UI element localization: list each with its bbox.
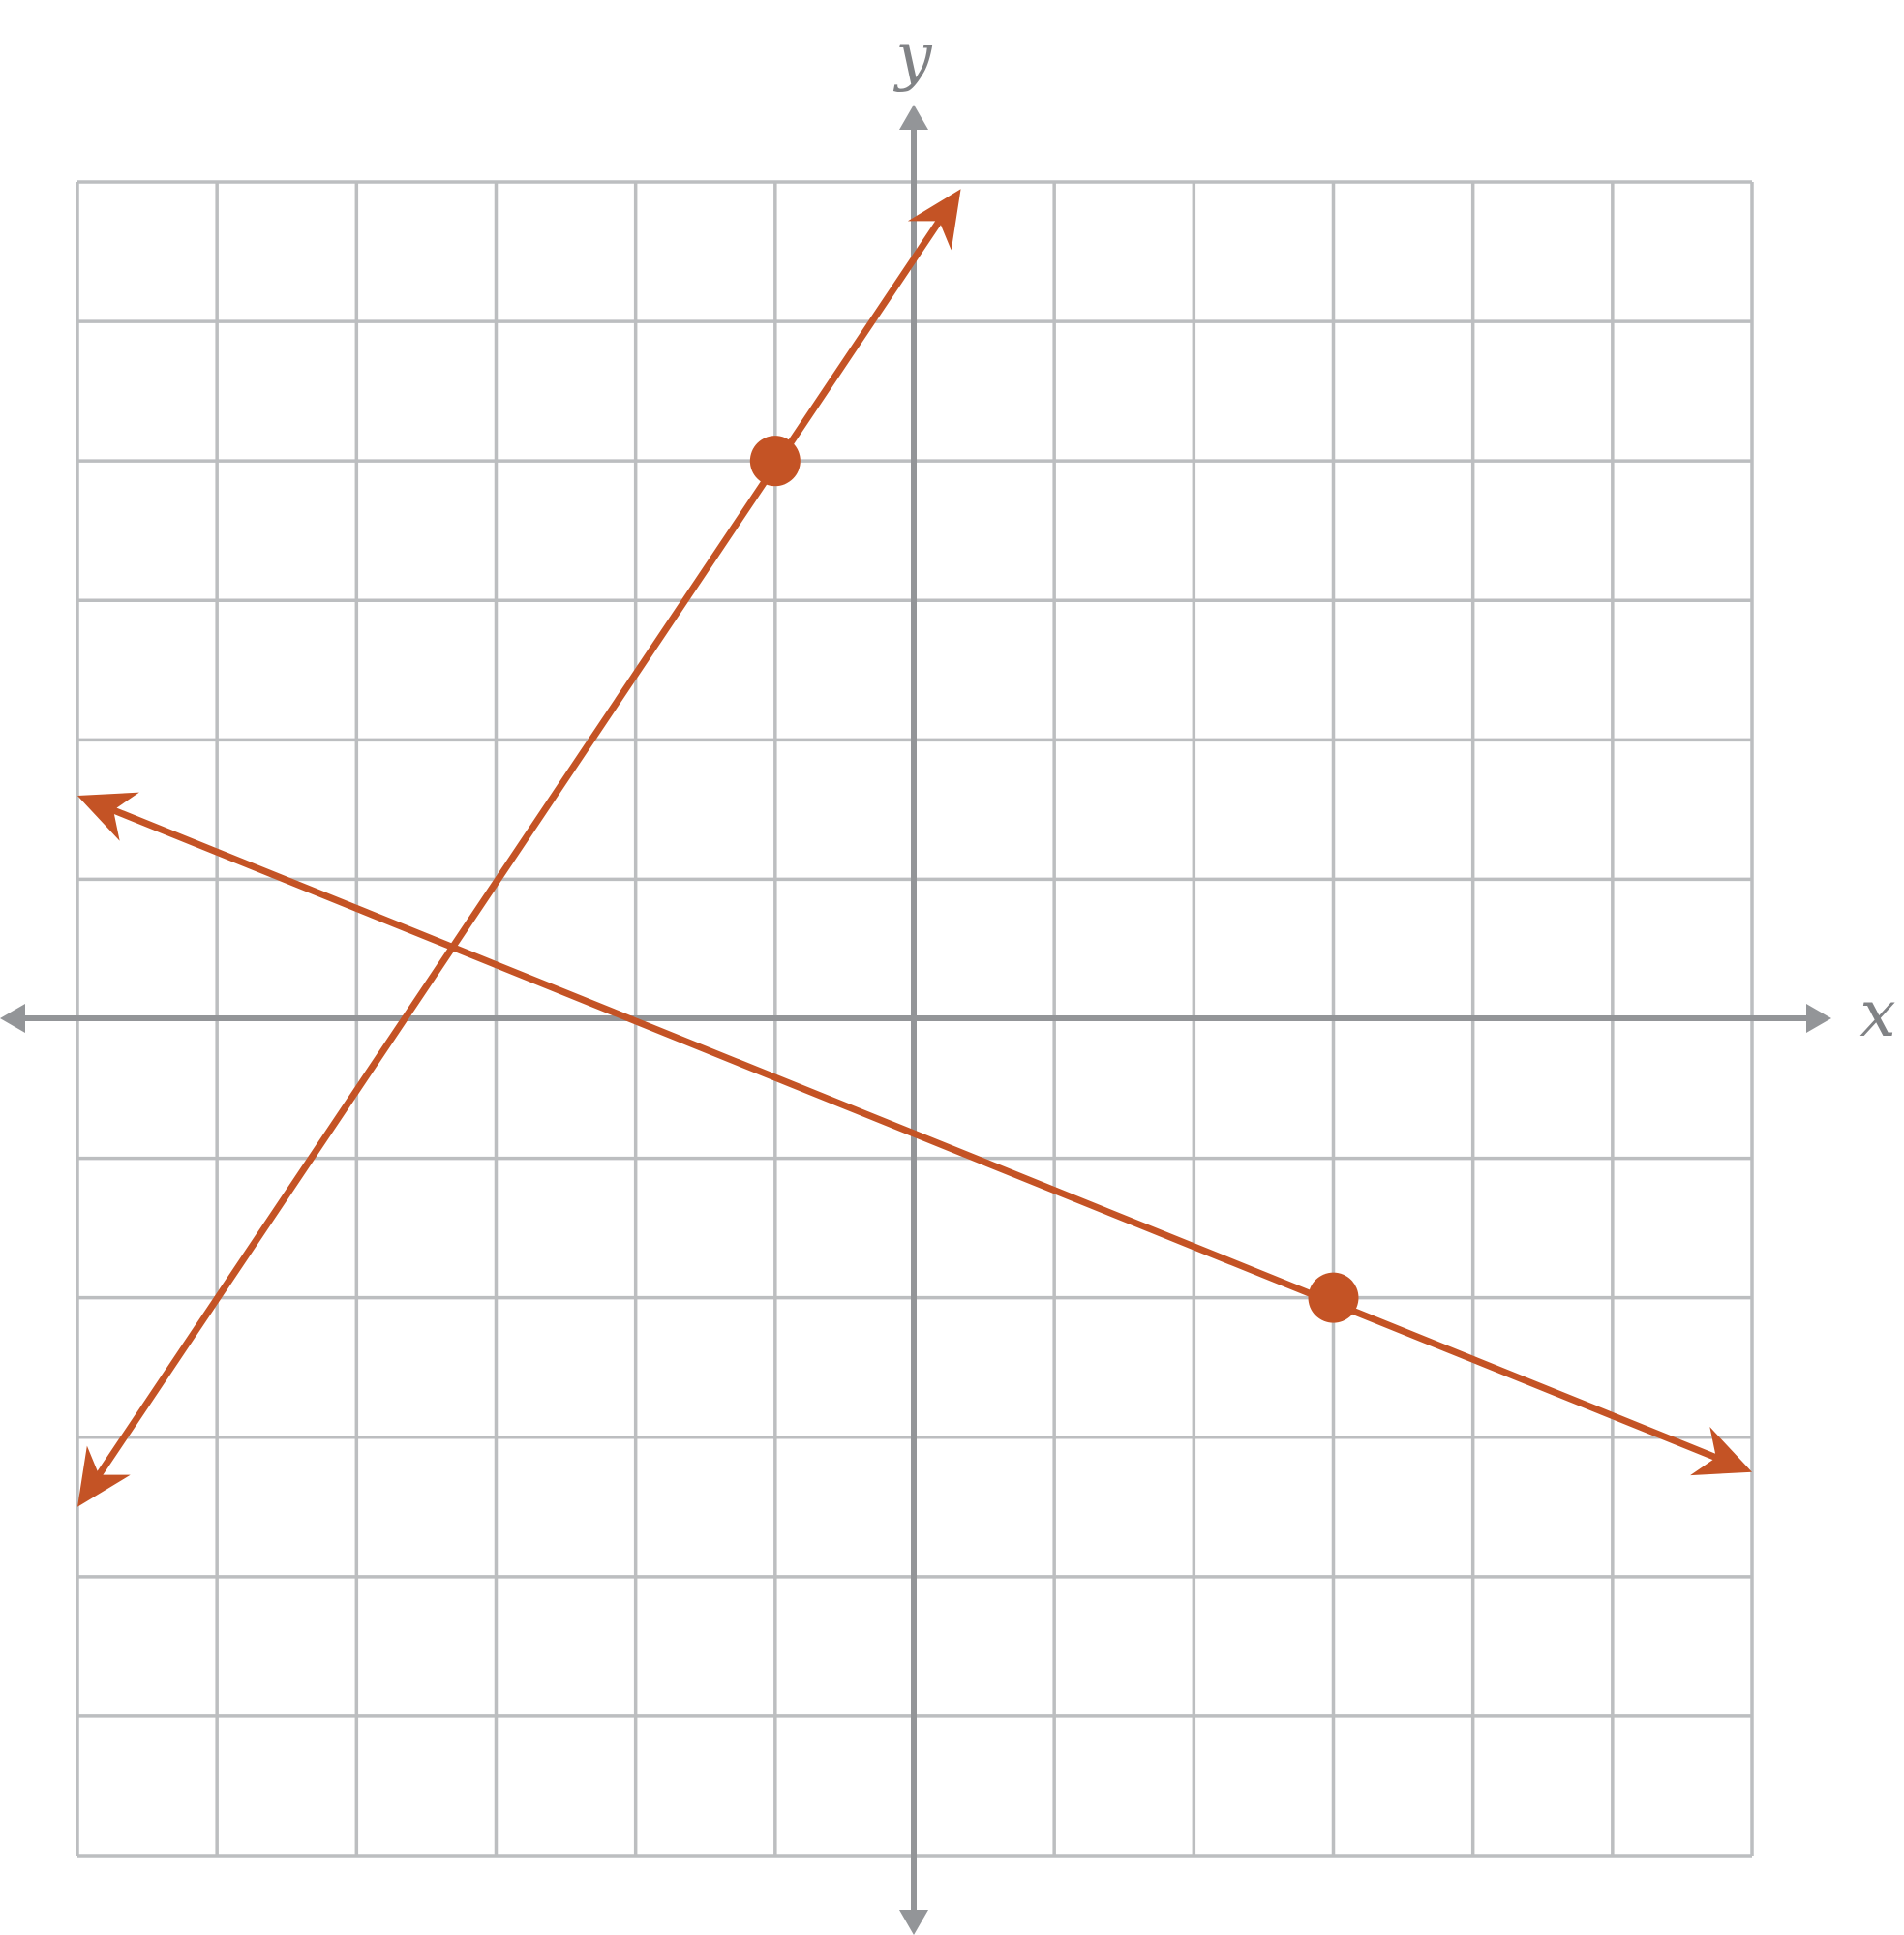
series-0-arrowhead [907, 189, 961, 251]
y-axis-label: y [892, 18, 932, 93]
axes: y x [0, 18, 1896, 1935]
series-0-line [90, 211, 948, 1485]
series-1-arrowhead [1690, 1427, 1752, 1476]
x-axis-arrow-right [1806, 1004, 1831, 1033]
y-axis-arrow-top [899, 105, 928, 130]
x-axis-arrow-left [0, 1004, 25, 1033]
series-0-point [749, 436, 801, 487]
y-axis-arrow-bottom [899, 1910, 928, 1935]
x-axis-label: x [1859, 977, 1895, 1051]
series-layer [77, 189, 1752, 1507]
series-1-line [103, 802, 1727, 1465]
series-0-arrowhead [77, 1445, 131, 1507]
series-1-point [1308, 1272, 1359, 1323]
series-1-arrowhead [77, 792, 139, 841]
